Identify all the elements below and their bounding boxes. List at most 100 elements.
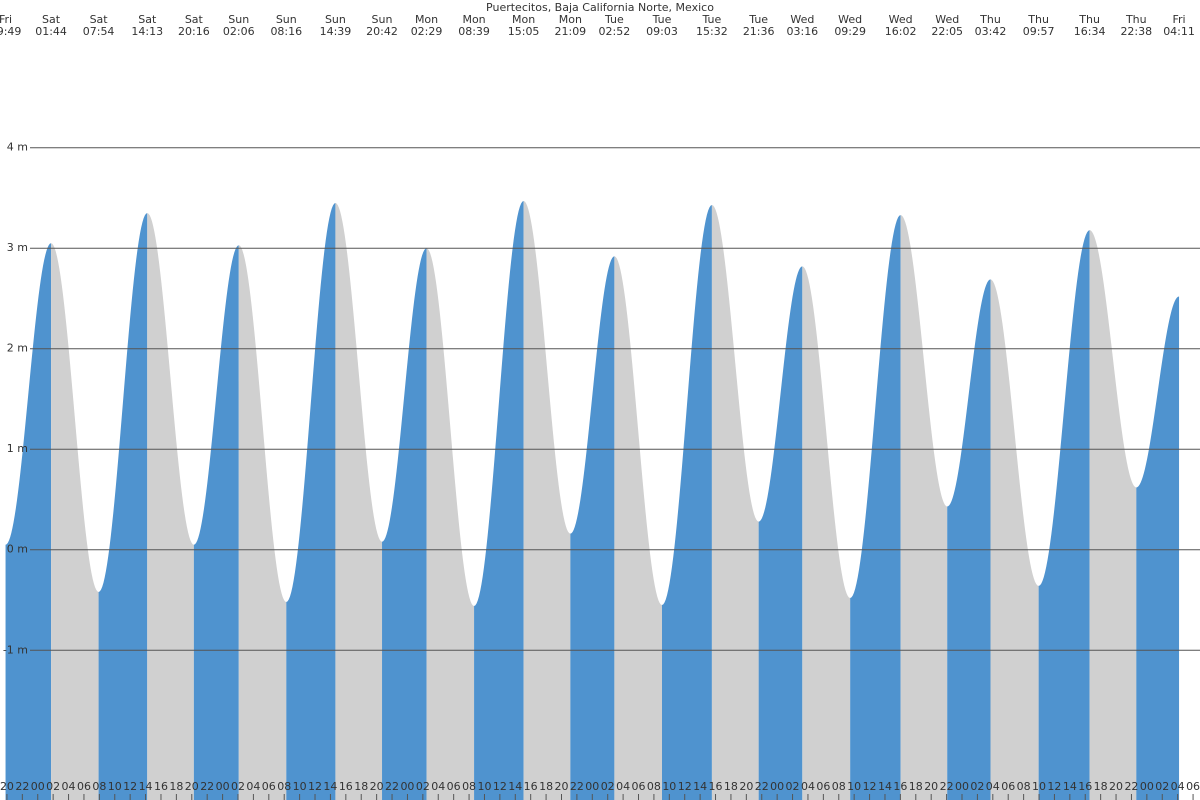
x-tick-label: 22	[940, 780, 954, 793]
extreme-day: Mon	[462, 13, 485, 26]
tide-segment	[335, 203, 383, 800]
extreme-time: 15:05	[508, 25, 540, 38]
tide-segment	[990, 279, 1039, 800]
x-tick-label: 02	[46, 780, 60, 793]
extreme-time: 08:39	[458, 25, 490, 38]
extreme-time: 16:34	[1074, 25, 1106, 38]
extreme-day: Sat	[185, 13, 204, 26]
x-tick-label: 10	[477, 780, 491, 793]
x-tick-label: 00	[585, 780, 599, 793]
extreme-time: 02:29	[411, 25, 443, 38]
extreme-day: Wed	[838, 13, 862, 26]
extreme-time: 02:52	[599, 25, 631, 38]
tide-segment	[662, 205, 712, 800]
x-tick-label: 08	[647, 780, 661, 793]
x-tick-label: 04	[431, 780, 445, 793]
extreme-time: 14:13	[131, 25, 163, 38]
x-tick-label: 14	[508, 780, 522, 793]
tide-segment	[570, 256, 615, 800]
x-tick-label: 04	[986, 780, 1000, 793]
extreme-time: 19:49	[0, 25, 21, 38]
x-tick-label: 22	[755, 780, 769, 793]
y-tick-label: 4 m	[7, 141, 28, 154]
x-tick-label: 16	[709, 780, 723, 793]
x-tick-label: 06	[1186, 780, 1200, 793]
x-tick-label: 12	[493, 780, 507, 793]
tide-segment	[51, 243, 99, 800]
x-tick-label: 14	[878, 780, 892, 793]
extreme-day: Wed	[889, 13, 913, 26]
extreme-time: 03:42	[975, 25, 1007, 38]
tide-segment	[426, 248, 475, 800]
x-tick-label: 06	[262, 780, 276, 793]
x-tick-label: 20	[924, 780, 938, 793]
extreme-time: 04:11	[1163, 25, 1195, 38]
tide-segment	[1038, 230, 1090, 800]
extreme-day: Mon	[415, 13, 438, 26]
x-tick-label: 16	[154, 780, 168, 793]
x-tick-label: 20	[0, 780, 14, 793]
extreme-day: Thu	[1078, 13, 1100, 26]
extreme-day: Mon	[559, 13, 582, 26]
extreme-day: Wed	[790, 13, 814, 26]
extreme-time: 01:44	[35, 25, 67, 38]
extreme-day: Fri	[1172, 13, 1185, 26]
tide-segment	[193, 245, 239, 800]
x-tick-label: 04	[246, 780, 260, 793]
x-tick-label: 20	[1109, 780, 1123, 793]
x-tick-label: 16	[524, 780, 538, 793]
tide-segment	[758, 266, 803, 800]
x-tick-label: 02	[416, 780, 430, 793]
x-tick-label: 06	[77, 780, 91, 793]
x-tick-label: 18	[909, 780, 923, 793]
tide-segment	[98, 213, 148, 800]
x-tick-label: 06	[1001, 780, 1015, 793]
x-tick-label: 16	[339, 780, 353, 793]
x-tick-label: 10	[108, 780, 122, 793]
x-tick-label: 08	[277, 780, 291, 793]
x-tick-label: 04	[616, 780, 630, 793]
extreme-day: Sat	[90, 13, 109, 26]
tide-segment	[947, 279, 991, 800]
x-tick-label: 02	[231, 780, 245, 793]
tide-segment	[711, 205, 759, 800]
x-tick-label: 00	[955, 780, 969, 793]
tide-segment	[5, 243, 52, 800]
extreme-time: 14:39	[320, 25, 352, 38]
extreme-day: Sun	[372, 13, 393, 26]
x-tick-label: 18	[354, 780, 368, 793]
x-tick-label: 18	[1094, 780, 1108, 793]
extreme-day: Sun	[325, 13, 346, 26]
x-tick-label: 16	[893, 780, 907, 793]
extreme-time: 03:16	[786, 25, 818, 38]
x-tick-label: 06	[816, 780, 830, 793]
tide-segment	[1089, 230, 1137, 800]
y-tick-label: 1 m	[7, 442, 28, 455]
x-tick-label: 14	[139, 780, 153, 793]
extreme-day: Wed	[935, 13, 959, 26]
x-tick-label: 10	[662, 780, 676, 793]
extreme-day: Tue	[604, 13, 624, 26]
x-tick-label: 12	[678, 780, 692, 793]
y-tick-label: 3 m	[7, 241, 28, 254]
extreme-day: Thu	[1027, 13, 1049, 26]
x-tick-label: 22	[385, 780, 399, 793]
extreme-day: Sun	[276, 13, 297, 26]
x-tick-label: 12	[123, 780, 137, 793]
extreme-time: 07:54	[83, 25, 115, 38]
x-tick-label: 02	[786, 780, 800, 793]
x-tick-label: 06	[447, 780, 461, 793]
y-tick-label: -1 m	[3, 643, 28, 656]
extreme-time: 21:09	[554, 25, 586, 38]
extreme-day: Sat	[42, 13, 61, 26]
extreme-time: 16:02	[885, 25, 917, 38]
tide-segment	[1136, 296, 1180, 800]
x-tick-label: 12	[1047, 780, 1061, 793]
x-tick-label: 08	[832, 780, 846, 793]
x-tick-label: 20	[739, 780, 753, 793]
tide-segment	[523, 201, 571, 800]
extreme-time: 09:29	[834, 25, 866, 38]
x-tick-label: 22	[1124, 780, 1138, 793]
x-tick-label: 20	[370, 780, 384, 793]
